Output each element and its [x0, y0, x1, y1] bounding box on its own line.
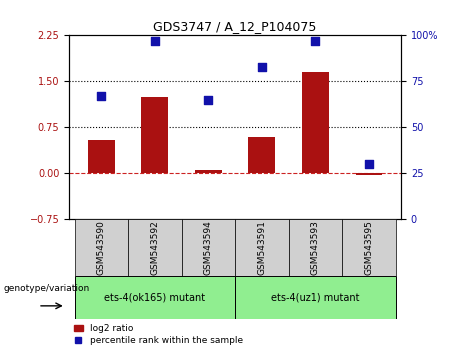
Bar [195, 170, 222, 173]
Bar [355, 173, 382, 175]
Legend: log2 ratio, percentile rank within the sample: log2 ratio, percentile rank within the s… [74, 324, 243, 345]
Point [258, 64, 266, 69]
Point [365, 161, 372, 167]
FancyBboxPatch shape [75, 276, 235, 319]
Title: GDS3747 / A_12_P104075: GDS3747 / A_12_P104075 [154, 20, 317, 33]
FancyBboxPatch shape [182, 219, 235, 276]
FancyBboxPatch shape [235, 276, 396, 319]
FancyBboxPatch shape [235, 219, 289, 276]
Point [205, 97, 212, 103]
Text: ets-4(ok165) mutant: ets-4(ok165) mutant [104, 292, 205, 302]
Bar [302, 72, 329, 173]
Text: GSM543595: GSM543595 [365, 220, 373, 275]
Text: GSM543591: GSM543591 [257, 220, 266, 275]
FancyBboxPatch shape [128, 219, 182, 276]
Point [312, 38, 319, 44]
Bar [248, 137, 275, 173]
FancyBboxPatch shape [342, 219, 396, 276]
Bar [88, 140, 115, 173]
FancyBboxPatch shape [75, 219, 128, 276]
Text: GSM543592: GSM543592 [150, 221, 160, 275]
Text: genotype/variation: genotype/variation [4, 284, 90, 293]
Text: GSM543594: GSM543594 [204, 221, 213, 275]
Text: ets-4(uz1) mutant: ets-4(uz1) mutant [271, 292, 360, 302]
Point [98, 93, 105, 99]
Point [151, 38, 159, 44]
FancyBboxPatch shape [289, 219, 342, 276]
Text: GSM543593: GSM543593 [311, 220, 320, 275]
Text: GSM543590: GSM543590 [97, 220, 106, 275]
Bar [142, 97, 168, 173]
